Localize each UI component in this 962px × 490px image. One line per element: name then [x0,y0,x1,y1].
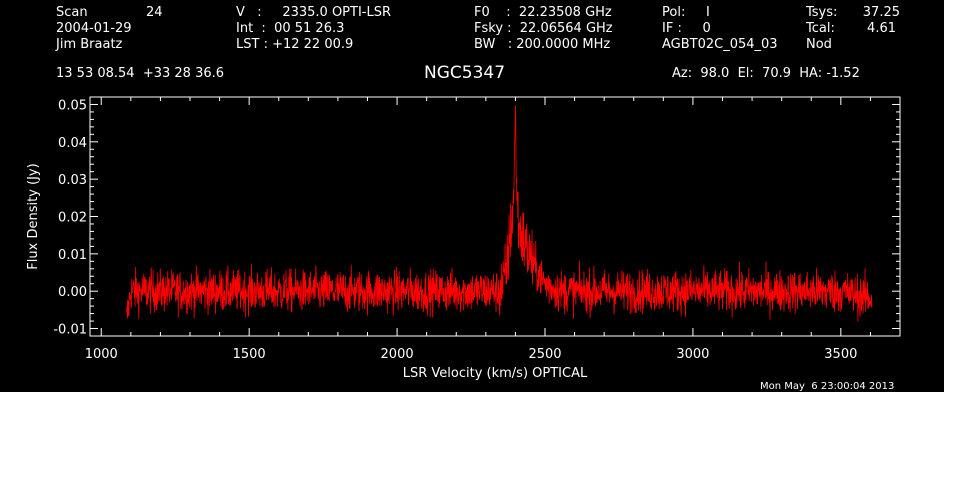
tsys-label: Tsys: [806,5,838,20]
source-name: NGC5347 [424,63,506,83]
polarization: Pol: I [662,5,710,20]
tsys-value: 37.25 [862,5,900,20]
spectrum-plot: 1000 1500 2000 2500 3000 3500 -0.01 0.00 0.01 0.0… [26,96,901,381]
x-tick-label: 1000 [85,347,118,362]
if-number: IF : 0 [662,21,711,36]
x-tick-label: 3500 [824,347,857,362]
rest-frequency: F0 : 22.23508 GHz [474,5,612,20]
sky-frequency: Fsky : 22.06564 GHz [474,21,613,36]
scan-label: Scan [56,5,88,20]
y-tick-label: -0.01 [53,323,87,338]
az-el-ha: Az: 98.0 El: 70.9 HA: -1.52 [672,66,860,81]
spectrum-display: Scan 24 2004-01-29 Jim Braatz V : 2335.0… [0,0,944,392]
y-tick-label: 0.05 [58,98,87,113]
y-tick-label: 0.01 [58,248,87,263]
bandwidth: BW : 200.0000 MHz [474,37,611,52]
observing-mode: Nod [806,37,832,52]
x-tick-label: 3000 [676,347,709,362]
tcal-label: Tcal: [806,21,835,36]
y-tick-label: 0.00 [58,285,87,300]
y-tick-label: 0.02 [58,211,87,226]
spectrum-series-line [126,105,873,322]
tcal-value: 4.61 [867,21,896,36]
scan-number: 24 [146,5,163,20]
x-tick-label: 2500 [528,347,561,362]
lst-info: LST : +12 22 00.9 [236,37,354,52]
timestamp: Mon May 6 23:00:04 2013 [760,381,895,392]
project-id: AGBT02C_054_03 [662,37,778,52]
observation-date: 2004-01-29 [56,21,132,36]
y-axis-label: Flux Density (Jy) [26,163,41,269]
x-tick-label: 1500 [233,347,266,362]
source-coordinates: 13 53 08.54 +33 28 36.6 [56,66,225,81]
observer-name: Jim Braatz [56,37,123,52]
x-axis-label: LSR Velocity (km/s) OPTICAL [403,366,588,381]
y-tick-label: 0.03 [58,173,87,188]
x-tick-label: 2000 [381,347,414,362]
integration-time: Int : 00 51 26.3 [236,21,345,36]
velocity-info: V : 2335.0 OPTI-LSR [236,5,392,20]
y-tick-label: 0.04 [58,136,87,151]
